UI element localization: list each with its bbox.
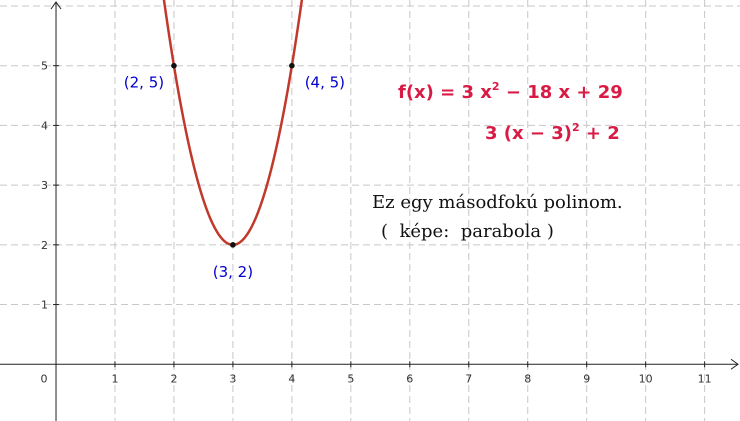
note-line-1: Ez egy másodfokú polinom. bbox=[372, 192, 623, 213]
y-tick-label: 5 bbox=[41, 60, 48, 73]
x-axis-arrow bbox=[730, 358, 739, 370]
point-marker[interactable] bbox=[230, 242, 236, 248]
y-tick-label: 3 bbox=[41, 179, 48, 192]
x-tick-label: 1 bbox=[111, 372, 118, 385]
formula-vertex-suffix: + 2 bbox=[579, 123, 620, 144]
point-marker[interactable] bbox=[289, 62, 295, 69]
points-layer: (2, 5) (4, 5) (3, 2) bbox=[124, 62, 345, 281]
x-tick-label: 4 bbox=[288, 372, 295, 385]
x-tick-label: 2 bbox=[170, 372, 177, 385]
y-tick-label: 1 bbox=[41, 299, 48, 312]
x-tick-label: 5 bbox=[347, 372, 354, 385]
origin-label: 0 bbox=[41, 372, 48, 385]
x-tick-label: 11 bbox=[698, 372, 712, 385]
y-tick-label: 2 bbox=[41, 239, 48, 252]
x-tick-label: 3 bbox=[229, 372, 236, 385]
note-line-2: ( képe: parabola ) bbox=[381, 221, 554, 242]
x-tick-label: 9 bbox=[583, 372, 590, 385]
y-tick-label: 4 bbox=[41, 119, 48, 132]
formula-vertex-form: 3 (x − 3)2 + 2 bbox=[485, 121, 620, 144]
formula-vertex-exponent: 2 bbox=[572, 121, 580, 134]
formula-vertex-prefix: 3 (x − 3) bbox=[485, 123, 572, 144]
point-label: (4, 5) bbox=[305, 74, 345, 92]
point-label: (2, 5) bbox=[124, 74, 164, 92]
x-tick-label: 6 bbox=[406, 372, 413, 385]
point-label: (3, 2) bbox=[213, 263, 253, 281]
x-tick-label: 10 bbox=[639, 372, 653, 385]
x-tick-label: 8 bbox=[524, 372, 531, 385]
formula-expanded-prefix: f(x) = 3 x bbox=[398, 82, 492, 103]
point-marker[interactable] bbox=[171, 62, 177, 69]
formula-expanded-suffix: − 18 x + 29 bbox=[499, 82, 623, 103]
y-axis-arrow bbox=[50, 1, 62, 10]
formula-expanded: f(x) = 3 x2 − 18 x + 29 bbox=[398, 80, 623, 103]
formula-expanded-exponent: 2 bbox=[491, 80, 500, 93]
x-tick-label: 7 bbox=[465, 372, 472, 385]
